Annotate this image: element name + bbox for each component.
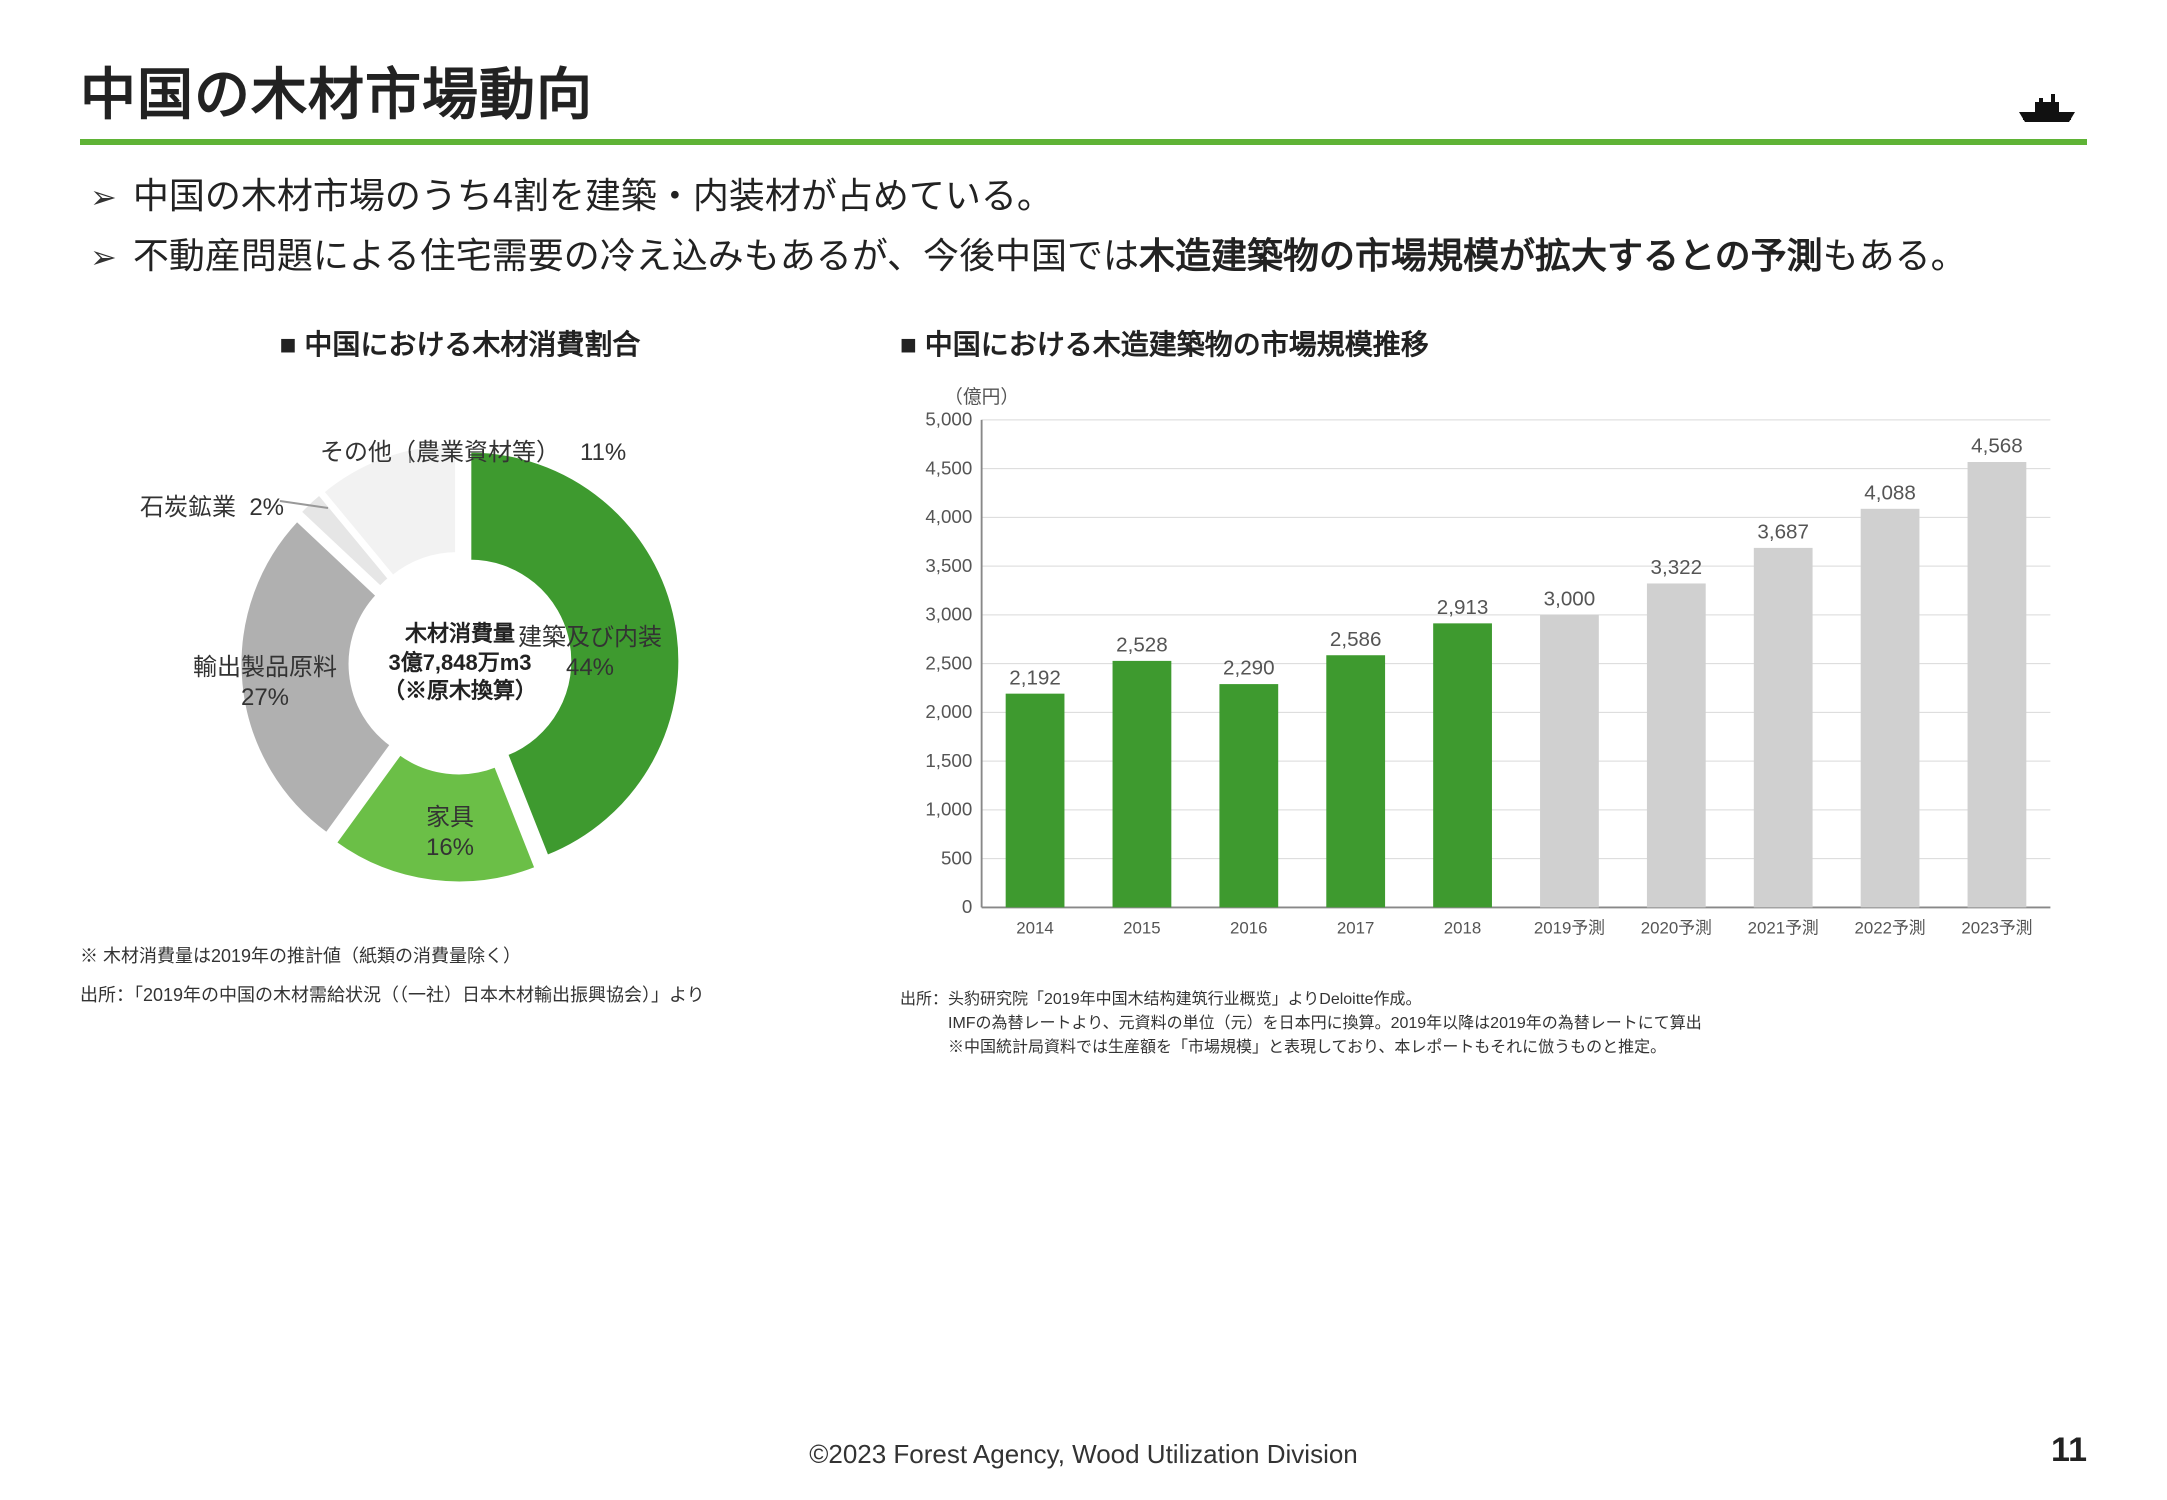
svg-text:4,000: 4,000 (925, 506, 972, 527)
bar (1433, 623, 1492, 907)
svg-text:500: 500 (941, 847, 972, 868)
pie-slice-label: 家具16% (426, 803, 474, 863)
footer-copyright: ©2023 Forest Agency, Wood Utilization Di… (0, 1439, 2167, 1470)
bullet-item: 不動産問題による住宅需要の冷え込みもあるが、今後中国では木造建築物の市場規模が拡… (90, 229, 2087, 283)
pie-footnote-1: ※ 木材消費量は2019年の推計値（紙類の消費量除く） (80, 943, 840, 970)
page-title: 中国の木材市場動向 (80, 50, 593, 131)
bullet-item: 中国の木材市場のうち4割を建築・内装材が占めている。 (90, 169, 2087, 223)
svg-text:1,000: 1,000 (925, 799, 972, 820)
svg-text:2018: 2018 (1444, 919, 1482, 938)
svg-text:4,500: 4,500 (925, 457, 972, 478)
bar (1647, 583, 1706, 907)
bar (1540, 615, 1599, 908)
svg-text:5,000: 5,000 (925, 409, 972, 430)
bar (1861, 509, 1920, 908)
svg-text:4,568: 4,568 (1971, 435, 2023, 458)
svg-text:2023予測: 2023予測 (1961, 919, 2032, 938)
svg-text:2,192: 2,192 (1009, 666, 1061, 689)
pie-slice-label: 輸出製品原料27% (193, 653, 337, 713)
svg-text:2022予測: 2022予測 (1854, 919, 1925, 938)
svg-text:2020予測: 2020予測 (1641, 919, 1712, 938)
svg-text:4,088: 4,088 (1864, 481, 1916, 504)
bar (1326, 655, 1385, 907)
svg-text:3,687: 3,687 (1757, 521, 1809, 544)
bar (1968, 462, 2027, 907)
svg-text:2019予測: 2019予測 (1534, 919, 1605, 938)
bar-chart: （億円） 0 500 1,000 1,500 2,000 2,500 3,000 3,500 4,… (870, 373, 2087, 973)
svg-text:2015: 2015 (1123, 919, 1161, 938)
svg-text:2,500: 2,500 (925, 652, 972, 673)
svg-text:3,000: 3,000 (1544, 588, 1596, 611)
svg-text:（億円）: （億円） (944, 386, 1019, 407)
bar (1006, 694, 1065, 908)
svg-text:2021予測: 2021予測 (1748, 919, 1819, 938)
title-underline (80, 139, 2087, 145)
bullet-list: 中国の木材市場のうち4割を建築・内装材が占めている。不動産問題による住宅需要の冷… (90, 169, 2087, 283)
svg-text:0: 0 (962, 896, 972, 917)
bar-footnote-1: 出所：头豹研究院「2019年中国木结构建筑行业概览」よりDeloitte作成。 (900, 988, 2087, 1012)
ship-icon (2017, 88, 2077, 133)
svg-text:3,322: 3,322 (1651, 556, 1703, 579)
svg-text:3,000: 3,000 (925, 604, 972, 625)
svg-text:1,500: 1,500 (925, 750, 972, 771)
svg-text:2,290: 2,290 (1223, 657, 1275, 680)
svg-text:2016: 2016 (1230, 919, 1268, 938)
bar-footnote-3: ※中国統計局資料では生産額を「市場規模」と表現しており、本レポートもそれに倣うも… (900, 1036, 2087, 1060)
bar (1113, 661, 1172, 907)
bar-footnote-2: IMFの為替レートより、元資料の単位（元）を日本円に換算。2019年以降は201… (900, 1012, 2087, 1036)
svg-text:2,586: 2,586 (1330, 628, 1382, 651)
pie-footnote-2: 出所：「2019年の中国の木材需給状況（（一社）日本木材輸出振興協会）」より (80, 982, 840, 1009)
svg-text:2014: 2014 (1016, 919, 1054, 938)
pie-chart: 木材消費量3億7,848万m3（※原木換算） 建築及び内装44%家具16%輸出製… (160, 383, 760, 923)
pie-slice-label: その他（農業資材等） 11% (320, 438, 626, 468)
bar (1219, 684, 1278, 907)
bar-chart-title: 中国における木造建築物の市場規模推移 (870, 323, 2087, 363)
svg-text:3,500: 3,500 (925, 555, 972, 576)
pie-slice-label: 建築及び内装44% (518, 623, 662, 683)
bar (1754, 548, 1813, 907)
svg-text:2017: 2017 (1337, 919, 1375, 938)
svg-text:2,000: 2,000 (925, 701, 972, 722)
svg-text:2,528: 2,528 (1116, 634, 1168, 657)
pie-slice-label: 石炭鉱業 2% (140, 493, 284, 523)
pie-chart-title: 中国における木材消費割合 (80, 323, 840, 363)
svg-text:2,913: 2,913 (1437, 596, 1489, 619)
page-number: 11 (2051, 1431, 2087, 1470)
